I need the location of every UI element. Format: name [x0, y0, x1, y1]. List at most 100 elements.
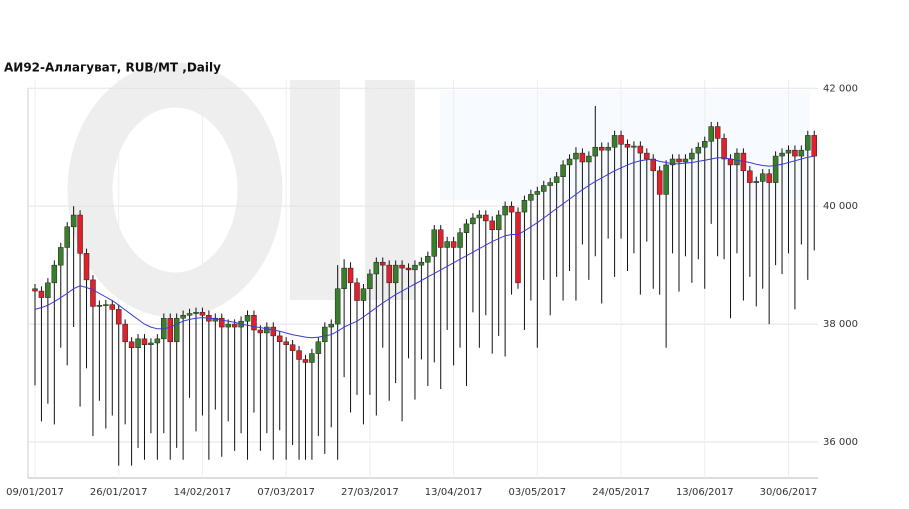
x-tick-label: 26/01/2017: [90, 487, 148, 498]
y-tick-label: 36 000: [823, 437, 858, 448]
x-tick-label: 03/05/2017: [508, 487, 566, 498]
candle-body: [270, 326, 277, 337]
candle-body: [598, 146, 605, 151]
candle-body: [734, 152, 740, 166]
candle-body: [444, 241, 450, 248]
candle-body: [611, 135, 618, 148]
candle-body: [199, 312, 206, 316]
candle-body: [463, 223, 470, 233]
candle-body: [695, 146, 702, 154]
candle-body: [231, 323, 238, 328]
candle-body: [264, 326, 270, 334]
candle-body: [154, 338, 161, 344]
candle-body: [560, 164, 566, 177]
candle-body: [631, 145, 637, 148]
x-tick-label: 30/06/2017: [760, 487, 818, 498]
candle-body: [714, 126, 721, 139]
candle-body: [495, 214, 502, 231]
candle-body: [457, 232, 463, 248]
candle-body: [592, 146, 599, 157]
candle-body: [392, 264, 399, 284]
candle-body: [77, 214, 83, 254]
candle-body: [38, 290, 45, 298]
candle-body: [676, 158, 682, 163]
candle-body: [476, 214, 483, 219]
candle-body: [579, 152, 586, 163]
candle-body: [437, 229, 444, 248]
candle-body: [573, 152, 579, 160]
candle-body: [386, 264, 392, 284]
candle-body: [167, 317, 173, 343]
candle-body: [663, 164, 669, 195]
candle-body: [367, 273, 373, 289]
candle-body: [373, 261, 380, 275]
candle-body: [122, 323, 128, 343]
candle-body: [334, 288, 341, 325]
candle-body: [682, 158, 689, 163]
candle-body: [412, 264, 418, 271]
candle-body: [708, 126, 714, 142]
candle-body: [727, 158, 734, 166]
x-tick-label: 13/06/2017: [676, 487, 734, 498]
candle-body: [418, 261, 425, 266]
candle-body: [45, 282, 51, 298]
candle-body: [618, 135, 624, 145]
candle-body: [135, 338, 141, 348]
candle-body: [148, 342, 154, 345]
candle-body: [315, 341, 322, 354]
candle-body: [637, 145, 644, 154]
candle-body: [689, 152, 695, 160]
moving-average: [34, 155, 815, 339]
candle-body: [328, 323, 334, 328]
candle-body: [792, 149, 798, 157]
candle-body: [515, 211, 521, 284]
chart-title: АИ92-Аллагуват, RUB/MT ,Daily: [4, 61, 221, 75]
candle-body: [721, 138, 727, 160]
candle-body: [644, 152, 650, 160]
candle-body: [547, 182, 553, 186]
candle-body: [341, 267, 347, 289]
candle-body: [586, 155, 592, 163]
candle-body: [251, 315, 257, 331]
x-tick-label: 07/03/2017: [257, 487, 315, 498]
candle-body: [528, 194, 534, 201]
candle-body: [669, 158, 676, 166]
candle-body: [58, 247, 64, 266]
candle-body: [322, 326, 328, 343]
candle-body: [772, 155, 779, 183]
candle-body: [244, 315, 251, 322]
candle-body: [534, 191, 541, 195]
candle-body: [186, 313, 193, 316]
candle-body: [109, 304, 116, 310]
candle-body: [508, 205, 515, 213]
candle-body: [502, 205, 508, 216]
candle-body: [380, 261, 386, 266]
candle-body: [289, 344, 296, 351]
candle-body: [779, 152, 785, 157]
candle-body: [798, 149, 805, 157]
candle-body: [128, 341, 135, 348]
candle-body: [399, 264, 405, 269]
candle-body: [225, 323, 231, 328]
candle-body: [32, 288, 38, 292]
candle-body: [193, 312, 199, 314]
candle-body: [96, 304, 103, 307]
candle-body: [257, 329, 264, 334]
candle-body: [347, 267, 354, 284]
candle-body: [759, 173, 766, 182]
candle-body: [431, 229, 438, 257]
candle-body: [309, 353, 315, 363]
y-tick-label: 40 000: [823, 201, 858, 212]
candle-body: [553, 176, 560, 183]
candle-body: [405, 267, 412, 271]
candle-body: [566, 158, 573, 166]
candle-body: [605, 146, 611, 151]
candle-body: [180, 315, 186, 319]
y-tick-label: 38 000: [823, 319, 858, 330]
candle-body: [64, 226, 70, 248]
candle-body: [650, 158, 656, 172]
candle-body: [483, 214, 489, 222]
candle-body: [51, 264, 58, 284]
candle-body: [103, 304, 109, 306]
